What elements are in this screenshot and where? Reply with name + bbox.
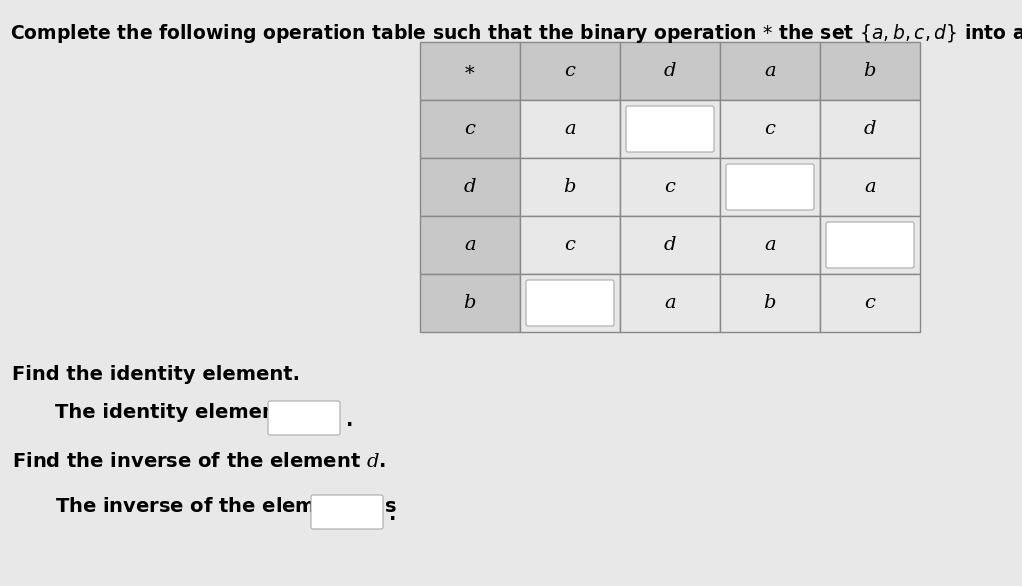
Bar (520, 100, 620, 158)
Bar (820, 100, 920, 158)
Text: $a$: $a$ (464, 236, 476, 254)
Bar (420, 158, 520, 216)
Text: $b$: $b$ (563, 178, 576, 196)
Text: $a$: $a$ (564, 120, 576, 138)
Text: $a$: $a$ (763, 62, 776, 80)
Text: $b$: $b$ (763, 294, 777, 312)
Text: $a$: $a$ (664, 294, 677, 312)
Bar (721, 42, 820, 100)
Text: $d$: $d$ (663, 62, 677, 80)
Text: $d$: $d$ (463, 178, 477, 196)
Text: $c$: $c$ (464, 120, 476, 138)
FancyBboxPatch shape (526, 280, 614, 326)
Text: $b$: $b$ (463, 294, 476, 312)
Bar (820, 42, 920, 100)
Bar (721, 274, 820, 332)
FancyBboxPatch shape (311, 495, 383, 529)
Text: $c$: $c$ (864, 294, 876, 312)
Text: $c$: $c$ (564, 236, 576, 254)
Text: Find the identity element.: Find the identity element. (12, 365, 300, 384)
Bar (820, 274, 920, 332)
Text: Find the inverse of the element $d$.: Find the inverse of the element $d$. (12, 452, 386, 471)
Bar (420, 100, 520, 158)
Text: $*$: $*$ (464, 62, 475, 80)
Bar (620, 42, 721, 100)
Text: $c$: $c$ (763, 120, 777, 138)
Bar (420, 216, 520, 274)
Bar (420, 42, 520, 100)
Text: $a$: $a$ (763, 236, 776, 254)
FancyBboxPatch shape (826, 222, 914, 268)
Text: $c$: $c$ (663, 178, 677, 196)
Bar (420, 274, 520, 332)
FancyBboxPatch shape (268, 401, 340, 435)
Bar (620, 158, 721, 216)
Bar (520, 158, 620, 216)
FancyBboxPatch shape (726, 164, 814, 210)
Text: The inverse of the element $d$ is: The inverse of the element $d$ is (55, 497, 398, 516)
Text: Complete the following operation table such that the binary operation $*$ the se: Complete the following operation table s… (10, 22, 1022, 45)
Bar (620, 274, 721, 332)
Bar (820, 216, 920, 274)
Bar (620, 100, 721, 158)
Text: $c$: $c$ (564, 62, 576, 80)
Text: $b$: $b$ (864, 62, 877, 80)
Bar (820, 158, 920, 216)
Text: $d$: $d$ (864, 120, 877, 138)
Text: The identity element is: The identity element is (55, 403, 310, 422)
Bar (620, 216, 721, 274)
Text: .: . (346, 411, 354, 430)
Text: $a$: $a$ (864, 178, 876, 196)
Bar (520, 216, 620, 274)
Bar (721, 158, 820, 216)
Bar (721, 100, 820, 158)
Text: $d$: $d$ (663, 236, 677, 254)
FancyBboxPatch shape (626, 106, 714, 152)
Bar (721, 216, 820, 274)
Bar (520, 42, 620, 100)
Text: .: . (389, 505, 397, 523)
Bar (520, 274, 620, 332)
